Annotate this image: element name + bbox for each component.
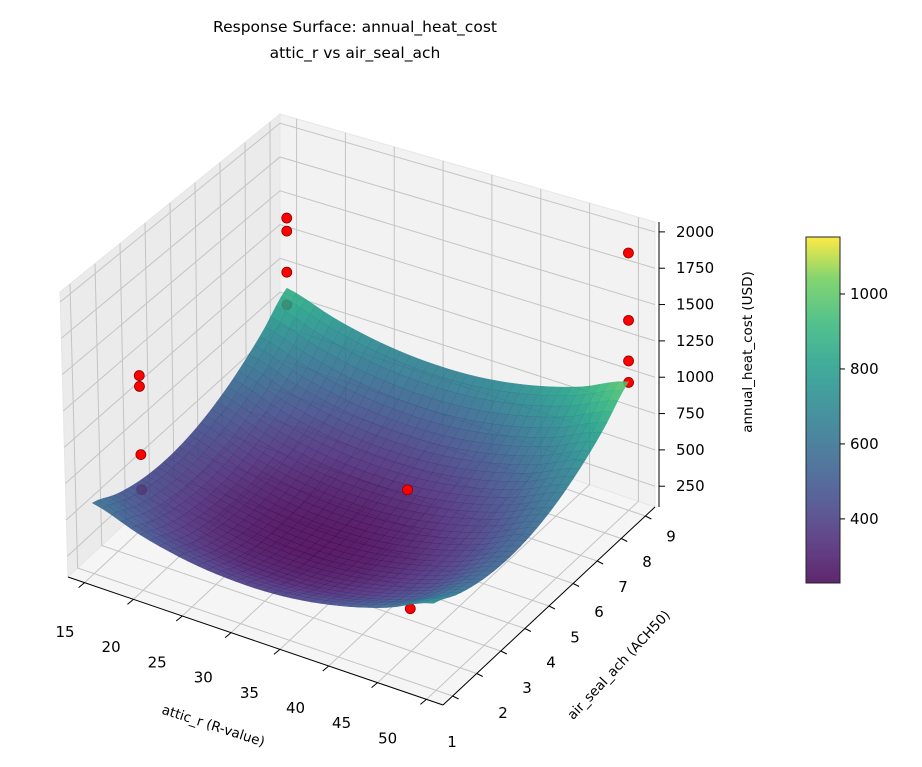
z-tick-label: 750 <box>676 405 705 423</box>
data-point <box>623 247 634 259</box>
data-point <box>134 381 145 392</box>
x-tick-label: 40 <box>286 699 305 717</box>
grid-line-z <box>61 190 656 375</box>
surface-facet <box>377 604 393 608</box>
x-tick-label: 25 <box>148 653 167 671</box>
colorbar-tick-label: 800 <box>850 360 879 378</box>
data-point <box>135 449 147 461</box>
x-tick <box>78 582 85 589</box>
colorbar-tick-label: 600 <box>850 435 879 453</box>
x-tick-label: 45 <box>332 714 351 732</box>
y-axis-label: air_seal_ach (ACH50) <box>564 607 673 723</box>
y-tick <box>572 583 580 587</box>
x-tick-label: 20 <box>102 638 121 656</box>
y-tick-label: 9 <box>666 528 676 546</box>
grid-line-z <box>59 122 656 303</box>
y-tick-label: 7 <box>618 578 628 596</box>
data-point <box>623 314 634 326</box>
z-tick-label: 2000 <box>676 223 714 241</box>
x-tick-label: 30 <box>194 669 213 687</box>
y-tick-label: 4 <box>546 654 556 672</box>
grid-line-z <box>63 223 656 412</box>
z-tick-label: 1250 <box>676 332 714 350</box>
y-tick-label: 6 <box>594 603 604 621</box>
x-tick <box>322 665 330 672</box>
y-tick <box>645 515 652 520</box>
z-tick-label: 1750 <box>676 259 714 277</box>
x-tick <box>371 682 378 689</box>
z-axis-label: annual_heat_cost (USD) <box>740 271 756 433</box>
x-axis-label: attic_r (R-value) <box>160 702 267 750</box>
data-point <box>623 355 634 367</box>
colorbar-tick-label: 1000 <box>850 285 888 303</box>
surface <box>91 287 630 608</box>
y-tick <box>548 605 556 610</box>
data-point <box>281 266 293 278</box>
y-tick <box>596 560 604 565</box>
chart-subtitle: attic_r vs air_seal_ach <box>270 44 441 63</box>
x-tick-label: 50 <box>378 729 397 747</box>
colorbar-ticks: 400 600 800 1000 <box>840 285 888 528</box>
colorbar-tick-label: 400 <box>850 510 879 528</box>
x-tick <box>224 632 232 639</box>
data-point <box>281 212 293 224</box>
grid-line-y <box>69 283 453 697</box>
y-tick <box>621 538 628 542</box>
data-point <box>402 484 413 496</box>
z-tick-label: 1000 <box>676 368 714 386</box>
x-axis-line <box>67 576 444 706</box>
grid-line-z <box>60 156 656 339</box>
y-tick-label: 3 <box>522 679 532 697</box>
x-tick <box>127 598 134 605</box>
y-tick <box>452 695 459 700</box>
y-tick <box>476 673 483 677</box>
x-tick-label: 15 <box>55 623 74 641</box>
grid-line-z <box>65 291 656 484</box>
x-tick <box>273 648 281 655</box>
y-tick-label: 1 <box>447 733 457 751</box>
data-point <box>281 225 293 237</box>
x-tick <box>175 615 183 622</box>
x-tick <box>420 698 427 705</box>
y-tick <box>524 628 532 632</box>
colorbar <box>805 236 841 584</box>
data-point <box>133 370 145 381</box>
points-front <box>133 212 634 496</box>
y-tick-label: 2 <box>498 704 508 722</box>
z-tick-label: 1500 <box>676 296 714 314</box>
grid-line-x <box>426 217 639 700</box>
y-tick-label: 5 <box>570 628 580 646</box>
chart-title: Response Surface: annual_heat_cost <box>213 18 497 37</box>
grid-line-x <box>377 203 591 684</box>
z-tick-label: 500 <box>676 441 705 459</box>
y-tick-label: 8 <box>642 553 652 571</box>
x-tick-label: 35 <box>240 684 259 702</box>
z-tick-label: 250 <box>676 477 705 495</box>
grid-line-y <box>94 263 477 674</box>
y-tick <box>500 650 508 655</box>
